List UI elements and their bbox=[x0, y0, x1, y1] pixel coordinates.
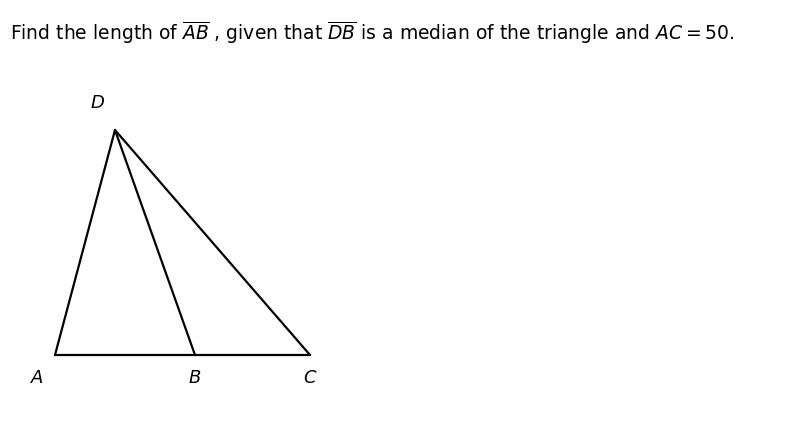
Text: $B$: $B$ bbox=[188, 369, 202, 387]
Text: Find the length of $\overline{AB}$ , given that $\overline{DB}$ is a median of t: Find the length of $\overline{AB}$ , giv… bbox=[10, 19, 734, 46]
Text: $C$: $C$ bbox=[302, 369, 318, 387]
Text: $D$: $D$ bbox=[90, 94, 105, 112]
Text: $A$: $A$ bbox=[30, 369, 44, 387]
